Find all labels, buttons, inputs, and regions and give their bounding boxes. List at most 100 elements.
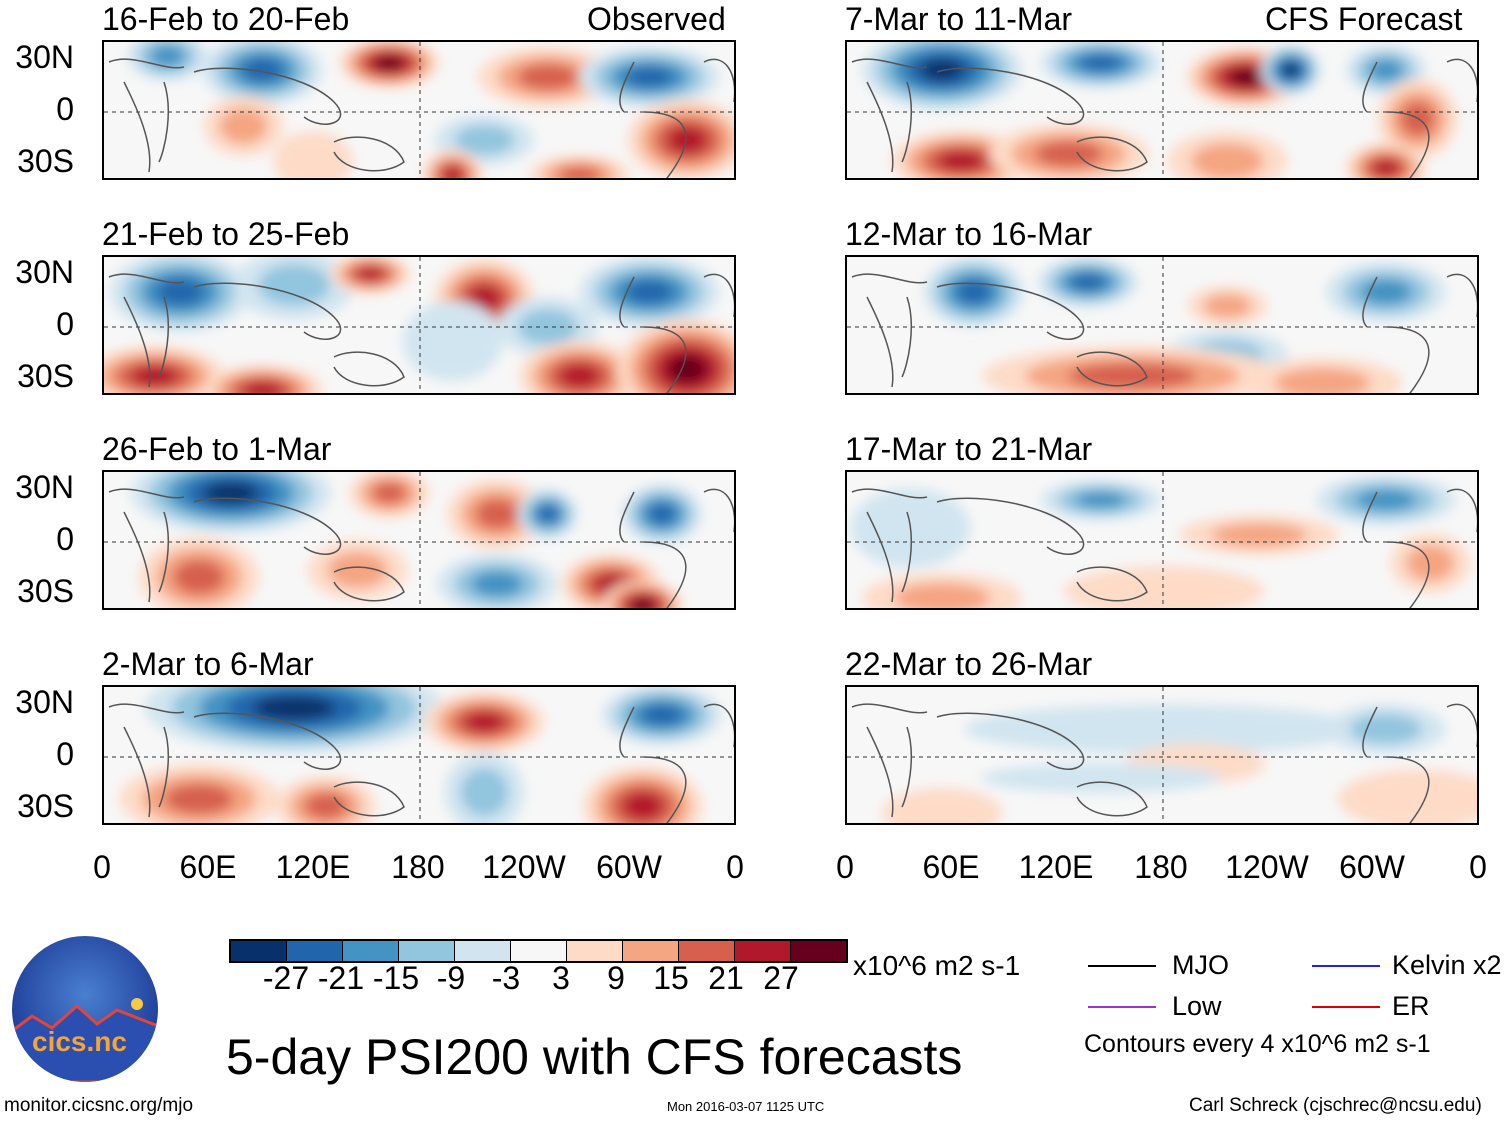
anomaly-contour	[242, 58, 283, 82]
lat-label: 30N	[15, 684, 74, 720]
coastline	[108, 273, 734, 393]
anomaly-contour	[203, 482, 259, 504]
colorbar-swatch	[623, 941, 679, 961]
colorbar-swatch	[679, 941, 735, 961]
anomaly-contour	[964, 704, 1364, 754]
lon-label: 0	[836, 849, 854, 885]
anomaly-contour	[625, 67, 673, 87]
colorbar-swatch	[455, 941, 511, 961]
footer-url[interactable]: monitor.cicsnc.org/mjo	[4, 1095, 194, 1116]
legend-er: ER	[1392, 991, 1430, 1021]
anomaly-contour	[1064, 566, 1264, 608]
anomaly-contour	[1211, 523, 1308, 547]
colorbar-units: x10^6 m2 s-1	[853, 950, 1021, 981]
anomaly-contour	[219, 108, 268, 144]
anomaly-contour	[327, 552, 388, 588]
lon-label: 180	[1134, 849, 1188, 885]
map-panel	[102, 685, 736, 825]
panel-title: 12-Mar to 16-Mar	[845, 216, 1093, 252]
anomaly-contour	[1368, 59, 1404, 81]
map-panel	[845, 40, 1479, 180]
anomaly-contour	[460, 768, 509, 816]
anomaly-contour	[1080, 54, 1121, 72]
anomaly-contour	[156, 278, 204, 306]
anomaly-contour	[625, 280, 673, 304]
anomaly-contour	[1349, 714, 1422, 744]
anomaly-contour	[273, 131, 354, 178]
colorbar-swatch	[735, 941, 791, 961]
legend-mjo: MJO	[1172, 950, 1229, 980]
anomaly-contour	[668, 355, 707, 383]
colorbar-label: 27	[763, 960, 799, 996]
map-panel	[845, 685, 1479, 825]
anomaly-contour	[454, 125, 515, 155]
anomaly-contour	[442, 166, 463, 178]
coastline	[851, 58, 1477, 178]
anomaly-contour	[258, 264, 331, 306]
legend-kelvin: Kelvin x2	[1392, 950, 1502, 980]
lat-label: 30N	[15, 39, 74, 75]
lat-label: 30N	[15, 469, 74, 505]
panel-title: 7-Mar to 11-Mar	[845, 1, 1073, 37]
colorbar-swatch	[287, 941, 343, 961]
panel-title: 16-Feb to 20-Feb	[102, 1, 350, 37]
anomaly-contour	[464, 712, 505, 732]
lon-label: 60E	[922, 849, 980, 885]
forecast-header: CFS Forecast	[1265, 1, 1463, 37]
lat-label: 30N	[15, 254, 74, 290]
psi200-field	[104, 257, 734, 393]
lat-label: 0	[56, 306, 74, 342]
logo-text: cics.nc	[32, 1026, 127, 1057]
anomaly-contour	[1074, 491, 1127, 509]
footer-timestamp: Mon 2016-03-07 1125 UTC	[667, 1099, 825, 1114]
anomaly-contour	[1068, 363, 1197, 389]
anomaly-contour	[641, 705, 682, 725]
colorbar-swatch	[231, 941, 287, 961]
anomaly-contour	[173, 559, 225, 595]
anomaly-contour	[1360, 279, 1412, 305]
lat-label: 0	[56, 521, 74, 557]
colorbar-swatch	[511, 941, 567, 961]
anomaly-contour	[980, 763, 1221, 793]
psi200-field	[104, 42, 734, 178]
anomaly-contour	[1406, 545, 1455, 581]
legend-er-line	[1312, 1006, 1380, 1008]
legend-low: Low	[1172, 991, 1222, 1021]
coastline	[108, 58, 734, 178]
lat-label: 0	[56, 91, 74, 127]
lat-label: 0	[56, 736, 74, 772]
colorbar-label: -3	[491, 960, 521, 996]
colorbar	[229, 939, 848, 963]
anomaly-contour	[164, 784, 234, 814]
anomaly-contour	[667, 126, 708, 154]
anomaly-contour	[894, 583, 991, 608]
panel-title: 17-Mar to 21-Mar	[845, 431, 1093, 467]
map-panel	[845, 255, 1479, 395]
anomaly-contour	[1355, 489, 1416, 511]
lon-label: 120W	[482, 849, 566, 885]
anomaly-contour	[559, 364, 600, 388]
anomaly-contour	[1282, 63, 1299, 77]
anomaly-contour	[882, 788, 1003, 823]
colorbar-swatch	[791, 941, 846, 961]
colorbar-label: 9	[607, 960, 625, 996]
anomaly-contour	[402, 301, 503, 381]
contour-note: Contours every 4 x10^6 m2 s-1	[1084, 1030, 1431, 1058]
colorbar-label: -15	[372, 960, 420, 996]
lon-label: 0	[1469, 849, 1487, 885]
lon-label: 120W	[1225, 849, 1309, 885]
legend-low-line	[1088, 1006, 1156, 1008]
lat-label: 30S	[17, 358, 74, 394]
lon-label: 120E	[1018, 849, 1094, 885]
map-panel	[102, 40, 736, 180]
anomaly-contour	[150, 45, 185, 67]
anomaly-contour	[622, 792, 663, 820]
anomaly-contour	[253, 695, 336, 721]
anomaly-contour	[1230, 68, 1263, 86]
anomaly-contour	[1034, 141, 1104, 167]
legend-mjo-line	[1088, 965, 1156, 967]
anomaly-contour	[356, 267, 384, 281]
anomaly-contour	[375, 56, 403, 70]
anomaly-contour	[304, 793, 348, 819]
colorbar-label: 15	[653, 960, 689, 996]
